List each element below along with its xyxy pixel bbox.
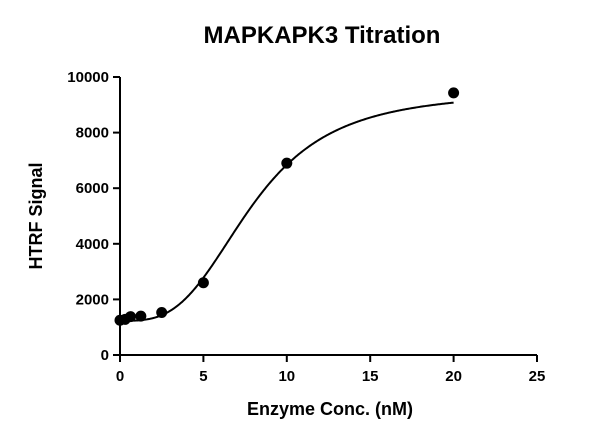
axes: 0 2000 4000 6000 8000 10000 0 5 10 15 20 25	[67, 69, 545, 385]
y-tick-label: 0	[101, 347, 109, 364]
chart-title: MAPKAPK3 Titration	[204, 22, 441, 49]
data-point	[156, 306, 168, 318]
x-tick-label: 10	[278, 368, 295, 385]
y-tick-label: 6000	[76, 180, 109, 197]
data-point	[448, 87, 460, 99]
data-point	[135, 310, 147, 322]
x-axis-label: Enzyme Conc. (nM)	[247, 399, 413, 419]
fit-curve	[120, 101, 454, 322]
y-axis-label: HTRF Signal	[26, 163, 46, 270]
y-tick-label: 8000	[76, 125, 109, 142]
y-tick-label: 4000	[76, 236, 109, 253]
x-tick-label: 20	[445, 368, 462, 385]
x-tick-label: 0	[116, 368, 124, 385]
data-point	[125, 311, 137, 323]
fit-curve-layer	[120, 101, 454, 322]
x-tick-label: 25	[529, 368, 546, 385]
data-point	[281, 157, 293, 169]
data-point	[197, 277, 209, 289]
x-tick-label: 5	[199, 368, 207, 385]
x-tick-label: 15	[362, 368, 379, 385]
data-points	[114, 87, 460, 326]
y-tick-label: 10000	[67, 69, 109, 86]
y-tick-label: 2000	[76, 291, 109, 308]
